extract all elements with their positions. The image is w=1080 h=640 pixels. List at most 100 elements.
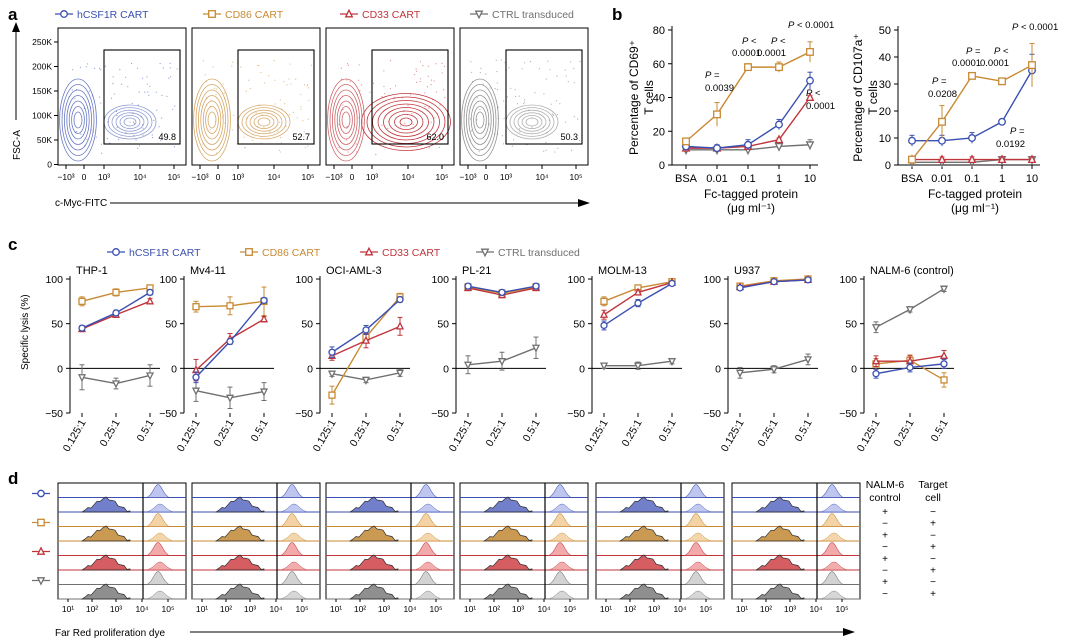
point-hcsf1r (770, 278, 778, 286)
event-dot (149, 85, 151, 88)
event-dot (363, 122, 365, 124)
event-dot (383, 85, 385, 88)
d-xtick-label: 10¹ (330, 604, 342, 614)
event-dot (209, 105, 211, 107)
event-dot (251, 139, 253, 141)
event-dot (381, 124, 383, 126)
nalm-sign: − (882, 589, 888, 600)
event-dot (413, 74, 416, 76)
event-dot (288, 78, 290, 80)
event-dot (401, 97, 403, 99)
histogram-peak (147, 503, 173, 513)
contour (334, 95, 358, 145)
event-dot (430, 84, 432, 86)
a-xtick-label: 10⁵ (168, 172, 181, 182)
event-dot (300, 93, 302, 96)
point-hcsf1r (940, 360, 948, 368)
event-dot (570, 149, 573, 151)
legend-marker-cd33 (344, 8, 354, 18)
event-dot (133, 135, 135, 137)
event-dot (141, 77, 144, 79)
event-dot (89, 107, 92, 109)
y-tick-label: 100 (567, 274, 585, 286)
event-dot (146, 83, 148, 85)
nalm-header: control (869, 492, 901, 504)
gate-value: 49.8 (158, 132, 176, 142)
x-tick-label: 0.25:1 (98, 417, 123, 448)
event-dot (578, 139, 581, 142)
panel-c-legend: hCSF1R CART CD86 CART CD33 CART CTRL transd… (107, 246, 580, 259)
a-xtick-label: 0 (82, 172, 87, 182)
histogram-peak (281, 513, 303, 527)
a-xtick-label: −10³ (57, 172, 74, 182)
event-dot (101, 152, 103, 154)
event-dot (426, 86, 428, 88)
event-dot (424, 105, 426, 108)
point-hcsf1r (396, 295, 404, 304)
event-dot (435, 63, 437, 65)
y-tick-label: 50 (51, 319, 63, 331)
chart-c-3: 100 50 0 −50 OCI-AML-3 0.125:1 0.25:1 0.5:1 (295, 265, 410, 454)
event-dot (142, 127, 144, 129)
legend-label-ctrl: CTRL transduced (498, 247, 580, 259)
event-dot (552, 114, 555, 116)
event-dot (290, 83, 292, 85)
y-tick-label: −50 (431, 408, 449, 420)
event-dot (514, 95, 517, 98)
event-dot (216, 88, 218, 90)
p-value-annotation: P = (932, 76, 947, 87)
target-header: cell (925, 492, 941, 504)
event-dot (83, 107, 85, 110)
point-ctrl (259, 388, 269, 397)
histogram-peak (415, 503, 441, 513)
a-xtick-label: 0 (350, 172, 355, 182)
chart-c-6: 100 50 0 −50 U937 0.125:1 0.25:1 0.5:1 (703, 265, 818, 454)
histogram-peak (348, 525, 399, 542)
histogram-peak (281, 503, 307, 513)
contour (463, 84, 497, 156)
event-dot (422, 65, 424, 67)
flow-plot-hcsf1r: 49.8 −10³ 0 10³ 10⁴ 10⁵ (57, 27, 187, 182)
event-dot (346, 126, 348, 128)
point-hcsf1r (146, 288, 154, 297)
event-dot (306, 85, 308, 87)
nalm-sign: − (882, 519, 888, 530)
event-dot (555, 100, 558, 102)
histogram-peak (415, 513, 437, 527)
event-dot (372, 82, 375, 84)
event-dot (236, 143, 238, 145)
p-value-annotation: 0.0208 (928, 89, 957, 100)
event-dot (556, 75, 558, 77)
event-dot (502, 143, 504, 145)
point-cd33 (1027, 154, 1037, 164)
point-cd86 (600, 297, 608, 305)
contour (470, 100, 490, 140)
event-dot (202, 143, 204, 145)
histogram-peak (482, 554, 533, 571)
point-cd33 (599, 309, 609, 318)
contour (195, 84, 229, 156)
event-dot (436, 112, 438, 115)
p-value-annotation: P < (771, 36, 786, 47)
point-cd86 (192, 303, 200, 311)
event-dot (138, 145, 141, 147)
p-value-annotation: P = (705, 70, 720, 81)
d-xtick-label: 10⁴ (135, 604, 148, 614)
event-dot (523, 62, 526, 64)
event-dot (246, 117, 248, 119)
point-hcsf1r (226, 337, 234, 346)
event-dot (245, 90, 247, 92)
event-dot (273, 60, 275, 62)
y-label: Percentage of CD107a⁺ (851, 33, 865, 161)
legend-marker-hcsf1r (60, 10, 68, 18)
event-dot (573, 115, 575, 118)
histogram-peak (618, 496, 669, 513)
x-label: Fc-tagged protein (928, 187, 1022, 201)
event-dot (261, 114, 263, 116)
d-xtick-label: 10³ (784, 604, 796, 614)
contour (207, 111, 217, 129)
event-dot (438, 146, 440, 149)
y-tick-label: 50 (165, 319, 177, 331)
event-dot (496, 82, 498, 84)
